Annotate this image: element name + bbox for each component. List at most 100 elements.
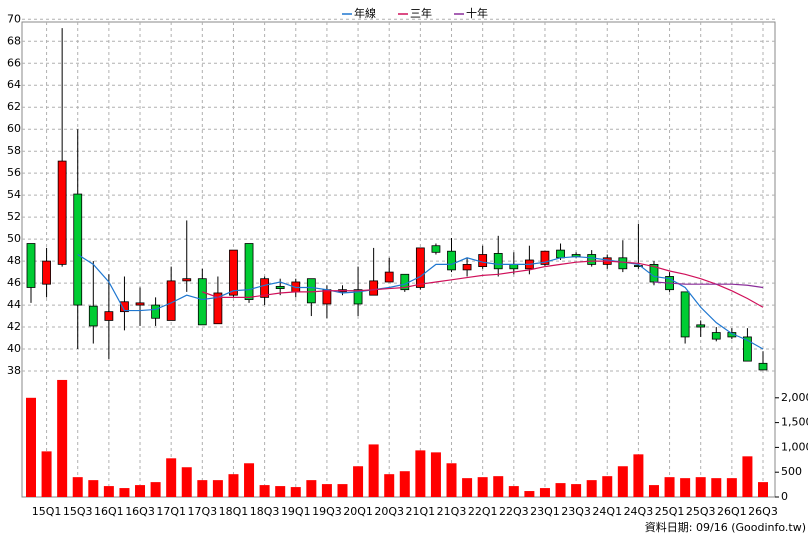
candle-body [353, 289, 363, 305]
volume-bar [726, 478, 737, 497]
x-tick-label: 22Q3 [499, 505, 529, 518]
candle-body [509, 263, 519, 270]
volume-bar [103, 486, 114, 497]
footer: 資料日期: 09/16 (Goodinfo.tw) [645, 520, 806, 534]
candle-body [104, 311, 114, 321]
volume-bar [135, 485, 146, 497]
candle-body [260, 278, 270, 298]
volume-bar [88, 480, 99, 497]
volume-bar [555, 483, 566, 497]
x-tick-label: 23Q1 [530, 505, 560, 518]
volume-bar [26, 397, 36, 497]
y-tick-label: 44 [7, 298, 21, 311]
x-tick-label: 25Q1 [655, 505, 685, 518]
candle-body [197, 278, 207, 326]
y-tick-label: 50 [7, 232, 21, 245]
ma-line [653, 281, 764, 289]
volume-bar [228, 474, 239, 497]
volume-bar [571, 484, 582, 497]
volume-bar [602, 476, 613, 497]
volume-bar [150, 482, 161, 497]
candle-body [758, 362, 768, 371]
volume-bar [119, 488, 130, 497]
candle-body [135, 302, 145, 306]
x-tick-label: 21Q3 [437, 505, 467, 518]
x-tick-label: 19Q3 [312, 505, 342, 518]
candle-body [26, 243, 36, 288]
x-tick-label: 15Q1 [32, 505, 62, 518]
x-tick-label: 23Q3 [561, 505, 591, 518]
candle-body [322, 289, 332, 305]
x-tick-label: 18Q1 [219, 505, 249, 518]
candle-body [275, 285, 285, 289]
volume-bar [244, 463, 255, 497]
x-tick-label: 15Q3 [63, 505, 93, 518]
y-tick-label: 52 [7, 210, 21, 223]
volume-bar [462, 478, 473, 497]
x-tick-label: 20Q3 [374, 505, 404, 518]
plot-frame [21, 21, 776, 498]
volume-bar [275, 486, 286, 497]
y-tick-label: 56 [7, 166, 21, 179]
volume-bar [290, 487, 301, 497]
candle-body [696, 324, 706, 328]
candle-body [151, 304, 160, 319]
volume-bar [430, 452, 441, 497]
volume-bar [695, 477, 706, 497]
candle-body [384, 271, 394, 283]
y-tick-label: 64 [7, 78, 21, 91]
y-tick-label: 54 [7, 188, 21, 201]
x-tick-label: 16Q1 [94, 505, 124, 518]
x-tick-label: 22Q1 [468, 505, 498, 518]
y-tick-label: 42 [7, 320, 21, 333]
x-tick-label: 26Q1 [717, 505, 747, 518]
candle-body [369, 280, 379, 296]
y-tick-label: 70 [7, 12, 21, 25]
volume-bar [648, 485, 659, 497]
volume-bar [742, 456, 753, 497]
candle-body [634, 265, 643, 267]
candle-body [447, 250, 456, 271]
candle-body [587, 254, 597, 265]
volume-bar [539, 488, 550, 497]
volume-bar [399, 471, 410, 497]
y2-tick-label: 2,000 [781, 391, 808, 404]
x-tick-label: 20Q1 [343, 505, 373, 518]
x-tick-label: 19Q1 [281, 505, 311, 518]
candle-body [88, 305, 98, 327]
y-tick-label: 68 [7, 34, 21, 47]
volume-bar [321, 484, 332, 497]
volume-bar [758, 482, 768, 497]
candle-body [306, 278, 316, 304]
candle-body [680, 291, 690, 338]
candle-body [73, 193, 83, 306]
candle-body [229, 249, 238, 296]
candle-body [540, 250, 550, 265]
y2-tick-label: 1,500 [781, 416, 808, 429]
volume-bar [384, 474, 395, 497]
volume-bar [664, 477, 675, 497]
candle-body [493, 253, 503, 270]
y-tick-label: 58 [7, 144, 21, 157]
x-tick-label: 17Q3 [187, 505, 217, 518]
candle-body [462, 263, 472, 271]
x-tick-label: 16Q3 [125, 505, 155, 518]
candle-body [120, 301, 129, 313]
ma-line [202, 260, 764, 308]
y2-tick-label: 500 [781, 465, 802, 478]
candle-body [213, 292, 223, 325]
x-tick-label: 26Q3 [748, 505, 778, 518]
candle-body [556, 249, 565, 259]
volume-bar [197, 480, 208, 497]
candle-body [57, 160, 67, 265]
volume-bar [306, 480, 317, 497]
x-tick-label: 24Q3 [624, 505, 654, 518]
y2-tick-label: 1,000 [781, 440, 808, 453]
y-tick-label: 60 [7, 122, 21, 135]
y-tick-label: 46 [7, 276, 21, 289]
volume-bar [415, 450, 426, 497]
volume-bar [259, 485, 270, 497]
candle-body [415, 247, 425, 288]
volume-bar [337, 484, 348, 497]
y-tick-label: 62 [7, 100, 21, 113]
